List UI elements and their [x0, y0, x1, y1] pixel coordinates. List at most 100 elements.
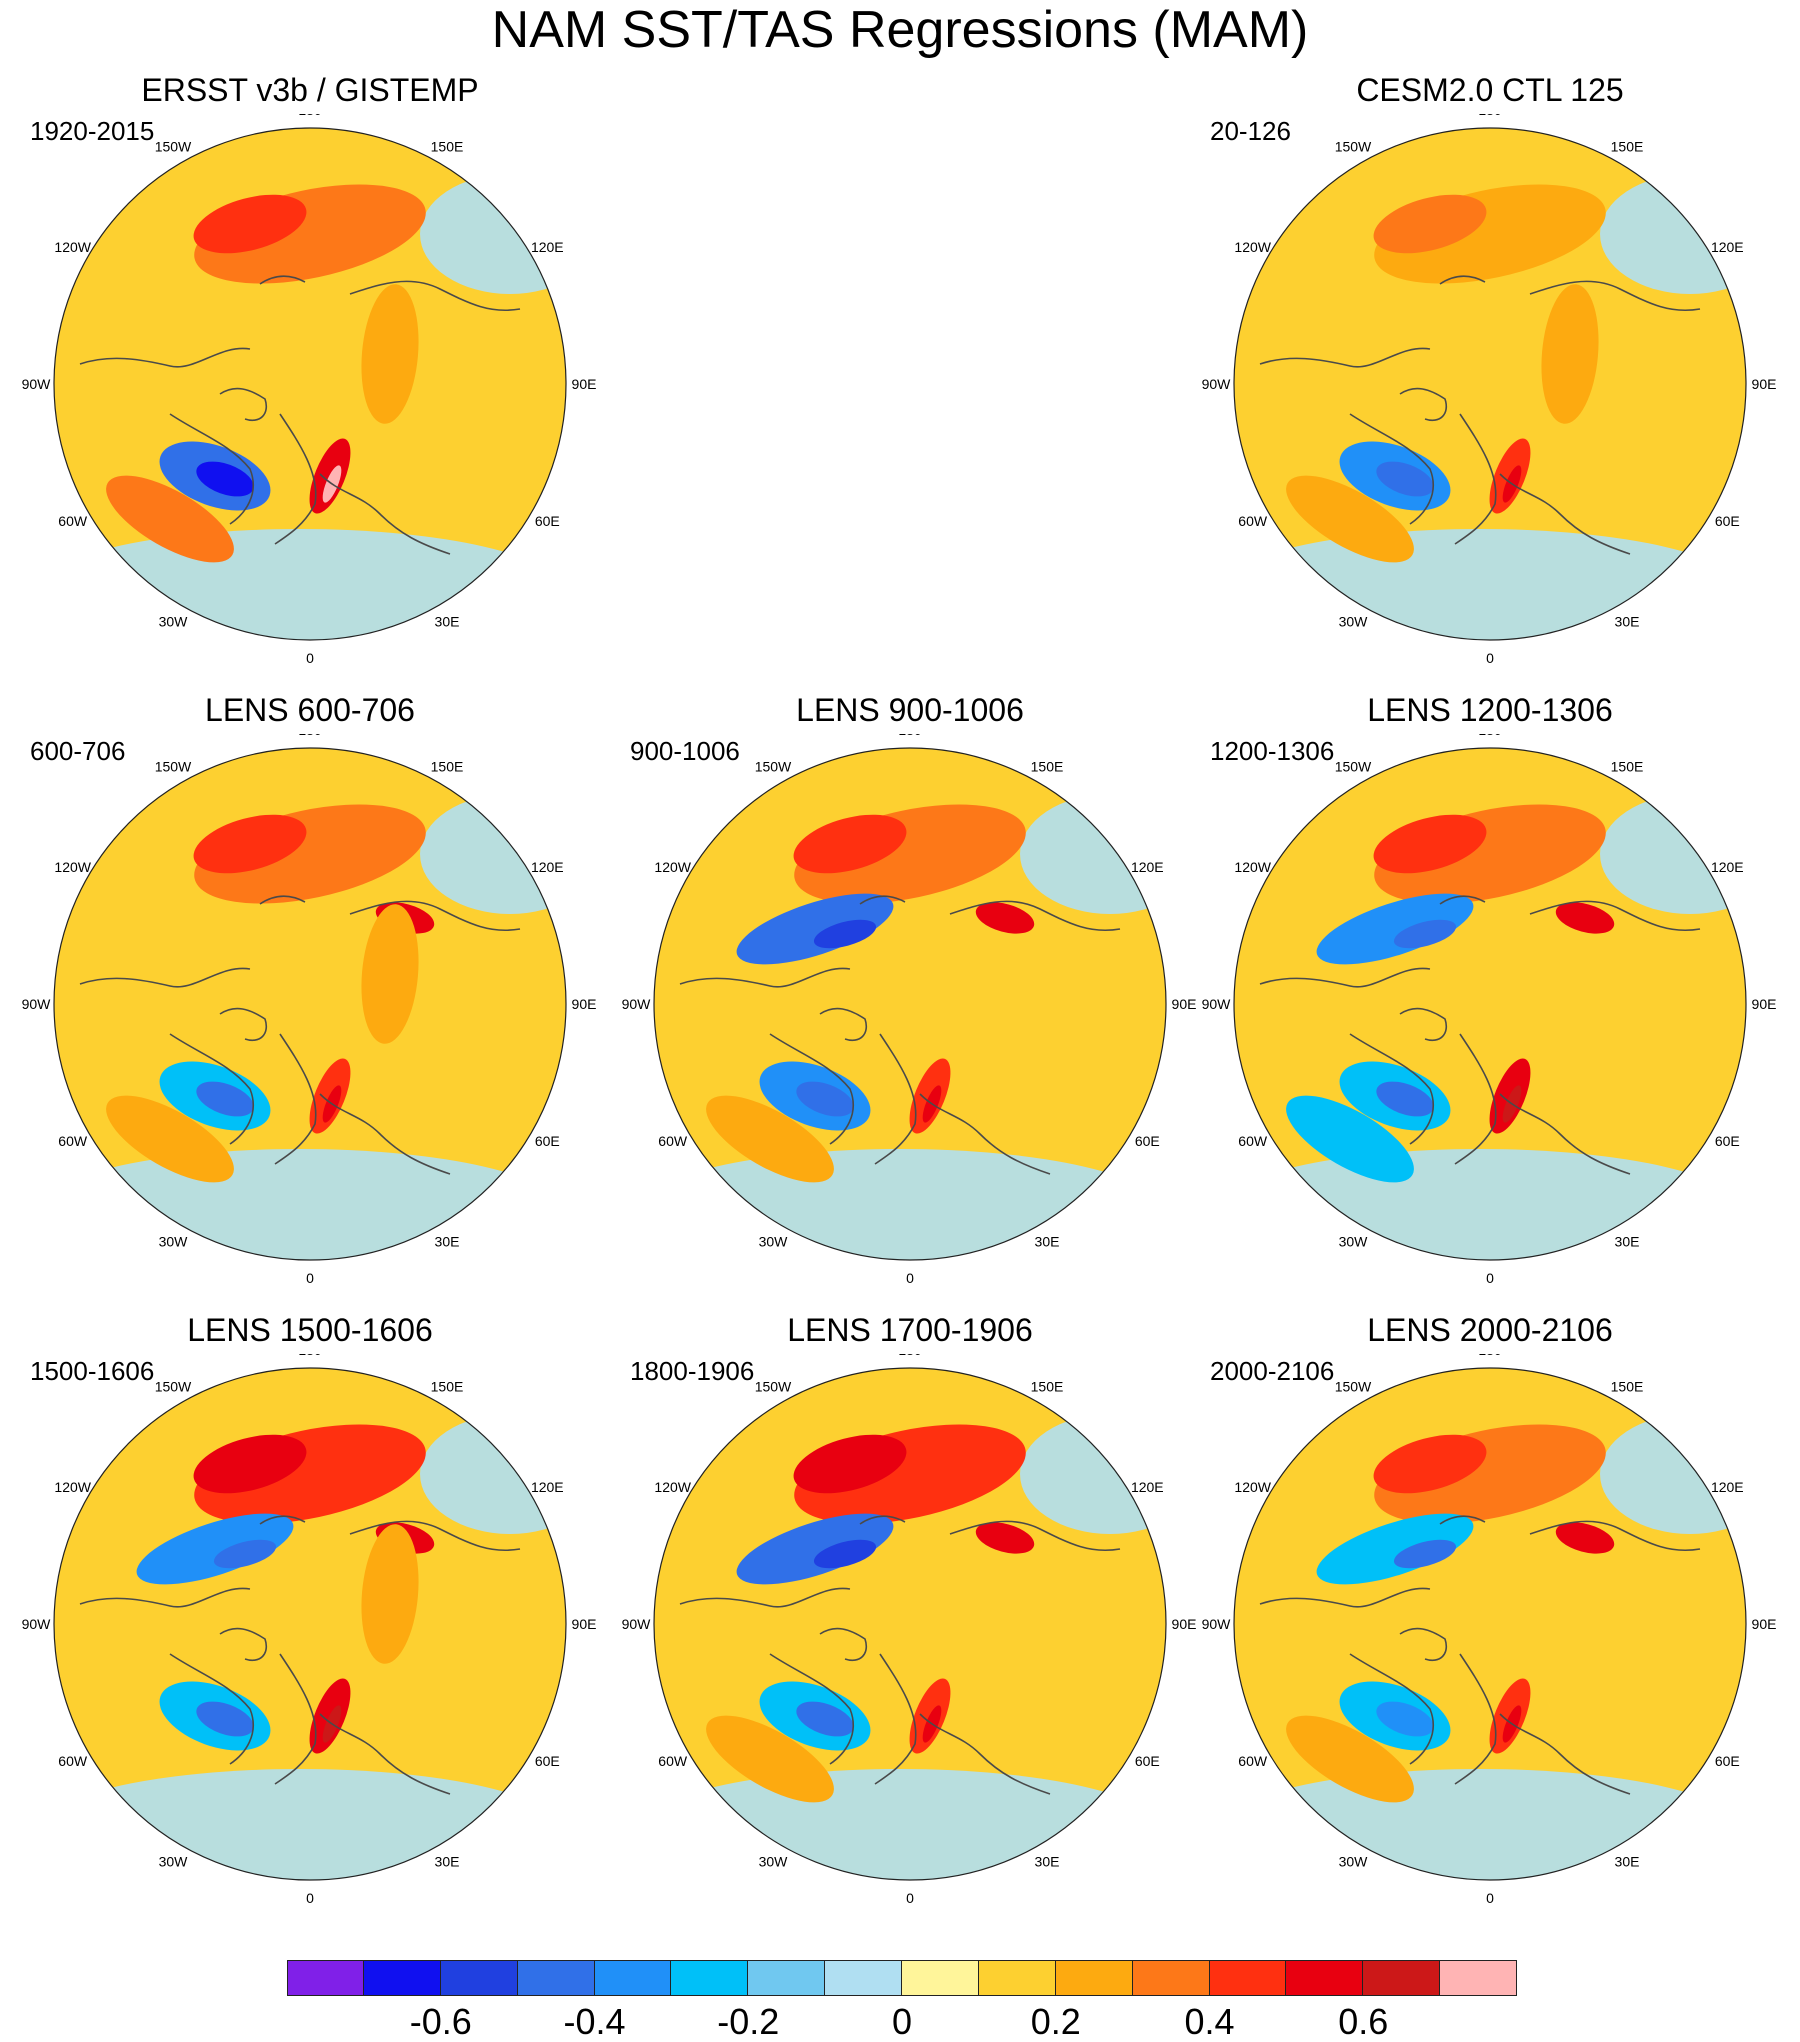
coastline — [1399, 387, 1447, 421]
longitude-label: 60E — [1715, 1753, 1740, 1769]
coastline — [819, 1007, 867, 1041]
warm-anomaly-north-pacific — [1373, 1434, 1487, 1494]
colorbar-swatch — [1055, 1960, 1133, 1996]
longitude-label: 60W — [1238, 513, 1268, 529]
coastline — [1454, 413, 1497, 545]
warm-anomaly-north-pacific — [193, 1434, 307, 1494]
coastline — [319, 1713, 451, 1795]
map-border — [1233, 1367, 1747, 1881]
map-border — [1233, 747, 1747, 1261]
coastline — [1499, 1713, 1631, 1795]
coastline — [1349, 1033, 1435, 1145]
coastline — [874, 1033, 917, 1165]
longitude-label: 30E — [435, 1853, 460, 1869]
cool-anomaly-labrador-sea — [796, 1701, 854, 1737]
cool-anomaly-northwest-america — [1316, 893, 1474, 965]
coastline — [1349, 413, 1435, 525]
longitude-label: 180 — [1478, 114, 1502, 118]
cool-anomaly-northwest-america — [813, 1539, 877, 1569]
coastline — [274, 1033, 317, 1165]
panel-period: 900-1006 — [630, 736, 740, 766]
coastline — [79, 1587, 251, 1608]
longitude-label: 30W — [1339, 1853, 1369, 1869]
figure-title: NAM SST/TAS Regressions (MAM) — [491, 1, 1309, 59]
coastline — [1259, 967, 1431, 988]
longitude-label: 180 — [298, 1354, 322, 1358]
panel-title: LENS 1500-1606 — [187, 1312, 433, 1348]
longitude-label: 180 — [1478, 734, 1502, 738]
coastline — [1499, 1093, 1631, 1175]
panel-period: 1920-2015 — [30, 116, 155, 146]
longitude-label: 30W — [759, 1853, 789, 1869]
longitude-label: 30E — [1615, 1853, 1640, 1869]
warm-anomaly-subtropical-atlantic — [1286, 1715, 1414, 1803]
coastline — [859, 895, 906, 905]
longitude-label: 120E — [531, 239, 564, 255]
coastline — [349, 280, 521, 312]
coastline — [919, 1713, 1051, 1795]
coastline — [319, 1093, 451, 1175]
longitude-label: 120W — [654, 859, 691, 875]
longitude-label: 30W — [159, 1853, 189, 1869]
polar-map: 180 150E 120E 90E 60E 30E 0 30W 60W 90W 120W 150W — [22, 734, 597, 1286]
cool-anomaly-labrador-sea — [1376, 1081, 1434, 1117]
cool-anomaly-northwest-america — [1393, 919, 1457, 949]
map-border — [53, 747, 567, 1261]
longitude-label: 90E — [572, 996, 597, 1012]
longitude-label: 0 — [306, 1890, 314, 1906]
coastline — [1529, 1520, 1701, 1552]
colorbar-label: 0.2 — [1030, 2001, 1081, 2042]
longitude-label: 150E — [431, 759, 464, 775]
warm-anomaly-siberia — [1541, 284, 1599, 424]
colorbar-label: 0 — [891, 2001, 913, 2042]
polar-map: 180 150E 120E 90E 60E 30E 0 30W 60W 90W 120W 150W — [1202, 734, 1777, 1286]
coastline — [949, 1520, 1121, 1552]
colorbar-swatch — [1132, 1960, 1210, 1996]
longitude-label: 60E — [1715, 1133, 1740, 1149]
cool-belt — [1234, 1149, 1740, 1260]
coastline — [79, 347, 251, 368]
warm-anomaly-siberia — [361, 1524, 419, 1664]
cool-anomaly-labrador-sea — [196, 1081, 254, 1117]
longitude-label: 90W — [22, 996, 52, 1012]
coastline — [169, 1033, 255, 1145]
longitude-label: 60W — [58, 513, 88, 529]
longitude-label: 120E — [531, 1479, 564, 1495]
longitude-label: 120E — [531, 859, 564, 875]
longitude-label: 90E — [1752, 996, 1777, 1012]
colorbar-label: 0.6 — [1338, 2001, 1389, 2042]
colorbar-label: -0.2 — [717, 2001, 780, 2042]
longitude-label: 60W — [58, 1753, 88, 1769]
coastline — [259, 895, 306, 905]
warm-anomaly-north-pacific — [1373, 814, 1487, 874]
longitude-label: 0 — [1486, 1890, 1494, 1906]
longitude-label: 90E — [1752, 376, 1777, 392]
coastline — [1454, 1033, 1497, 1165]
warm-anomaly-subtropical-atlantic — [706, 1095, 834, 1183]
coastline — [1349, 1653, 1435, 1765]
map-border — [1233, 127, 1747, 641]
longitude-label: 60E — [1715, 513, 1740, 529]
longitude-label: 0 — [306, 650, 314, 666]
cool-belt — [654, 1769, 1160, 1880]
coastline — [79, 967, 251, 988]
colorbar-swatch — [440, 1960, 518, 1996]
cool-belt — [1234, 529, 1740, 640]
coastline — [349, 1520, 521, 1552]
cool-belt — [420, 174, 566, 294]
longitude-label: 150W — [155, 139, 192, 155]
panel-title: LENS 900-1006 — [796, 692, 1024, 728]
warm-anomaly-siberia — [361, 284, 419, 424]
longitude-label: 60E — [1135, 1133, 1160, 1149]
coastline — [259, 1515, 306, 1525]
coastline — [169, 1653, 255, 1765]
longitude-label: 90E — [572, 1616, 597, 1632]
longitude-label: 120E — [1711, 239, 1744, 255]
map-panel-lens-1700: LENS 1700-1906 1800-1906 180 150E 120E 90E 6… — [620, 1310, 1200, 1930]
cool-belt — [1600, 794, 1746, 914]
warm-anomaly-north-pacific — [793, 814, 907, 874]
panel-period: 2000-2106 — [1210, 1356, 1335, 1386]
longitude-label: 150W — [1335, 139, 1372, 155]
longitude-label: 150W — [755, 1379, 792, 1395]
longitude-label: 60W — [1238, 1133, 1268, 1149]
